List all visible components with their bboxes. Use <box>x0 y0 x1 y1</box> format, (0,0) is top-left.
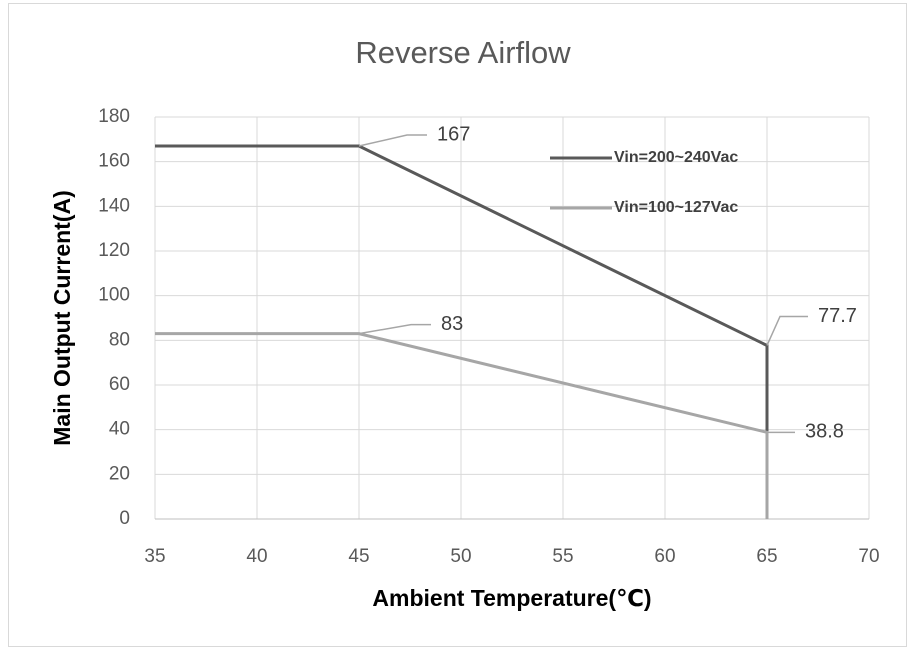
x-tick-label: 45 <box>348 546 369 567</box>
chart-title: Reverse Airflow <box>355 35 571 70</box>
x-axis-label: Ambient Temperature(℃) <box>372 585 651 611</box>
x-tick-label: 40 <box>246 546 267 567</box>
y-tick-label: 80 <box>109 329 130 350</box>
y-tick-label: 0 <box>119 508 130 529</box>
y-tick-label: 160 <box>98 151 130 172</box>
y-axis-label: Main Output Current(A) <box>49 190 75 446</box>
data-label: 167 <box>437 123 470 145</box>
x-tick-label: 60 <box>654 546 675 567</box>
y-tick-label: 120 <box>98 240 130 261</box>
y-tick-label: 180 <box>98 106 130 127</box>
y-tick-label: 40 <box>109 419 130 440</box>
leader-line <box>358 323 431 335</box>
x-tick-label: 35 <box>144 546 165 567</box>
data-label: 77.7 <box>818 305 857 327</box>
y-tick-label: 140 <box>98 195 130 216</box>
y-tick-label: 20 <box>109 463 130 484</box>
y-tick-label: 60 <box>109 374 130 395</box>
legend-label: Vin=100~127Vac <box>614 199 738 216</box>
x-tick-label: 70 <box>858 546 879 567</box>
legend-label: Vin=200~240Vac <box>614 149 738 166</box>
y-tick-label: 100 <box>98 285 130 306</box>
leader-line <box>766 315 808 346</box>
x-tick-label: 65 <box>756 546 777 567</box>
data-label: 83 <box>441 313 463 335</box>
leader-line <box>358 134 427 147</box>
x-tick-label: 50 <box>450 546 471 567</box>
chart-border <box>8 3 907 647</box>
data-line <box>155 332 769 519</box>
data-label: 38.8 <box>805 421 844 443</box>
x-tick-label: 55 <box>552 546 573 567</box>
